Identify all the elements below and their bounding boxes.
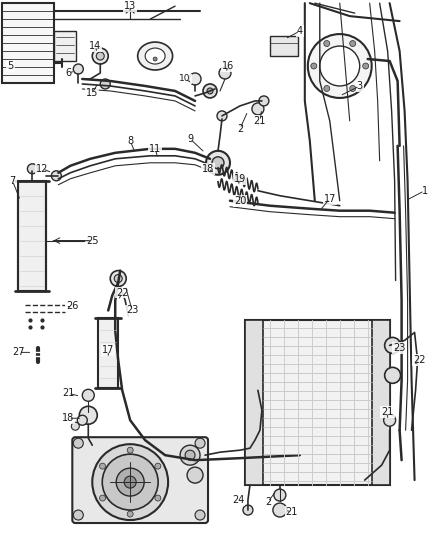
Bar [98, 318, 118, 389]
Text: 24: 24 [232, 495, 244, 505]
Circle shape [73, 438, 83, 448]
Circle shape [71, 422, 79, 430]
Circle shape [385, 337, 401, 353]
Bar [270, 36, 298, 56]
Circle shape [28, 164, 37, 174]
Text: 17: 17 [324, 193, 336, 204]
Circle shape [127, 447, 133, 453]
Text: 21: 21 [381, 407, 394, 417]
Text: 22: 22 [413, 356, 426, 366]
Bar [18, 181, 46, 290]
Circle shape [320, 46, 360, 86]
Circle shape [124, 476, 136, 488]
Bar [54, 31, 76, 61]
Circle shape [114, 274, 122, 282]
Circle shape [195, 438, 205, 448]
Circle shape [155, 463, 161, 469]
Circle shape [189, 73, 201, 85]
Text: 7: 7 [9, 176, 16, 186]
Text: 10: 10 [179, 75, 191, 84]
Circle shape [99, 495, 106, 501]
Bar [245, 320, 263, 485]
Text: 22: 22 [116, 287, 128, 297]
Circle shape [217, 111, 227, 121]
Bar [3, 3, 54, 83]
Text: 26: 26 [66, 302, 78, 311]
Circle shape [252, 103, 264, 115]
Circle shape [207, 88, 213, 94]
Text: 18: 18 [202, 164, 214, 174]
Circle shape [79, 406, 97, 424]
Circle shape [385, 367, 401, 383]
Ellipse shape [138, 42, 173, 70]
Circle shape [180, 445, 200, 465]
Circle shape [110, 271, 126, 287]
Circle shape [350, 85, 356, 92]
Circle shape [99, 463, 106, 469]
Text: 23: 23 [393, 343, 406, 353]
Text: 18: 18 [62, 413, 74, 423]
Circle shape [274, 489, 286, 501]
Circle shape [324, 41, 330, 46]
Text: 14: 14 [89, 41, 101, 51]
Text: 15: 15 [86, 88, 99, 98]
Circle shape [187, 467, 203, 483]
Text: 21: 21 [254, 116, 266, 126]
Circle shape [116, 468, 144, 496]
Text: 1: 1 [421, 185, 427, 196]
Circle shape [51, 171, 61, 181]
Circle shape [100, 79, 110, 89]
Circle shape [363, 63, 369, 69]
Circle shape [153, 57, 157, 61]
Circle shape [206, 151, 230, 175]
Text: 19: 19 [234, 174, 246, 184]
Circle shape [185, 450, 195, 460]
Circle shape [350, 41, 356, 46]
Text: 20: 20 [234, 196, 246, 206]
Text: 27: 27 [12, 348, 25, 358]
Circle shape [259, 96, 269, 106]
Text: 11: 11 [149, 144, 161, 154]
Circle shape [203, 84, 217, 98]
Circle shape [384, 414, 396, 426]
Text: 3: 3 [357, 81, 363, 91]
Circle shape [127, 511, 133, 517]
Circle shape [92, 444, 168, 520]
Bar [245, 320, 390, 485]
Circle shape [96, 52, 104, 60]
Text: 21: 21 [286, 507, 298, 517]
Bar [372, 320, 390, 485]
Circle shape [212, 157, 224, 169]
Text: 25: 25 [86, 236, 99, 246]
Circle shape [155, 495, 161, 501]
Circle shape [92, 48, 108, 64]
Text: 13: 13 [124, 1, 136, 11]
Text: 4: 4 [297, 26, 303, 36]
Circle shape [243, 505, 253, 515]
FancyBboxPatch shape [72, 437, 208, 523]
Circle shape [324, 85, 330, 92]
Text: 6: 6 [65, 68, 71, 78]
Circle shape [73, 510, 83, 520]
Text: 2: 2 [237, 124, 243, 134]
Text: 16: 16 [222, 61, 234, 71]
Circle shape [82, 389, 94, 401]
Text: 23: 23 [126, 305, 138, 316]
Ellipse shape [145, 48, 165, 64]
Circle shape [273, 503, 287, 517]
Circle shape [73, 64, 83, 74]
Circle shape [308, 34, 372, 98]
Text: 2: 2 [265, 497, 271, 507]
Circle shape [219, 67, 231, 79]
Text: 9: 9 [187, 134, 193, 144]
Text: 5: 5 [7, 61, 14, 71]
Circle shape [195, 510, 205, 520]
Text: 8: 8 [127, 136, 133, 146]
Circle shape [102, 454, 158, 510]
Circle shape [77, 415, 87, 425]
Text: 12: 12 [36, 164, 49, 174]
Circle shape [311, 63, 317, 69]
Text: 21: 21 [62, 389, 74, 398]
Text: 17: 17 [102, 345, 114, 356]
